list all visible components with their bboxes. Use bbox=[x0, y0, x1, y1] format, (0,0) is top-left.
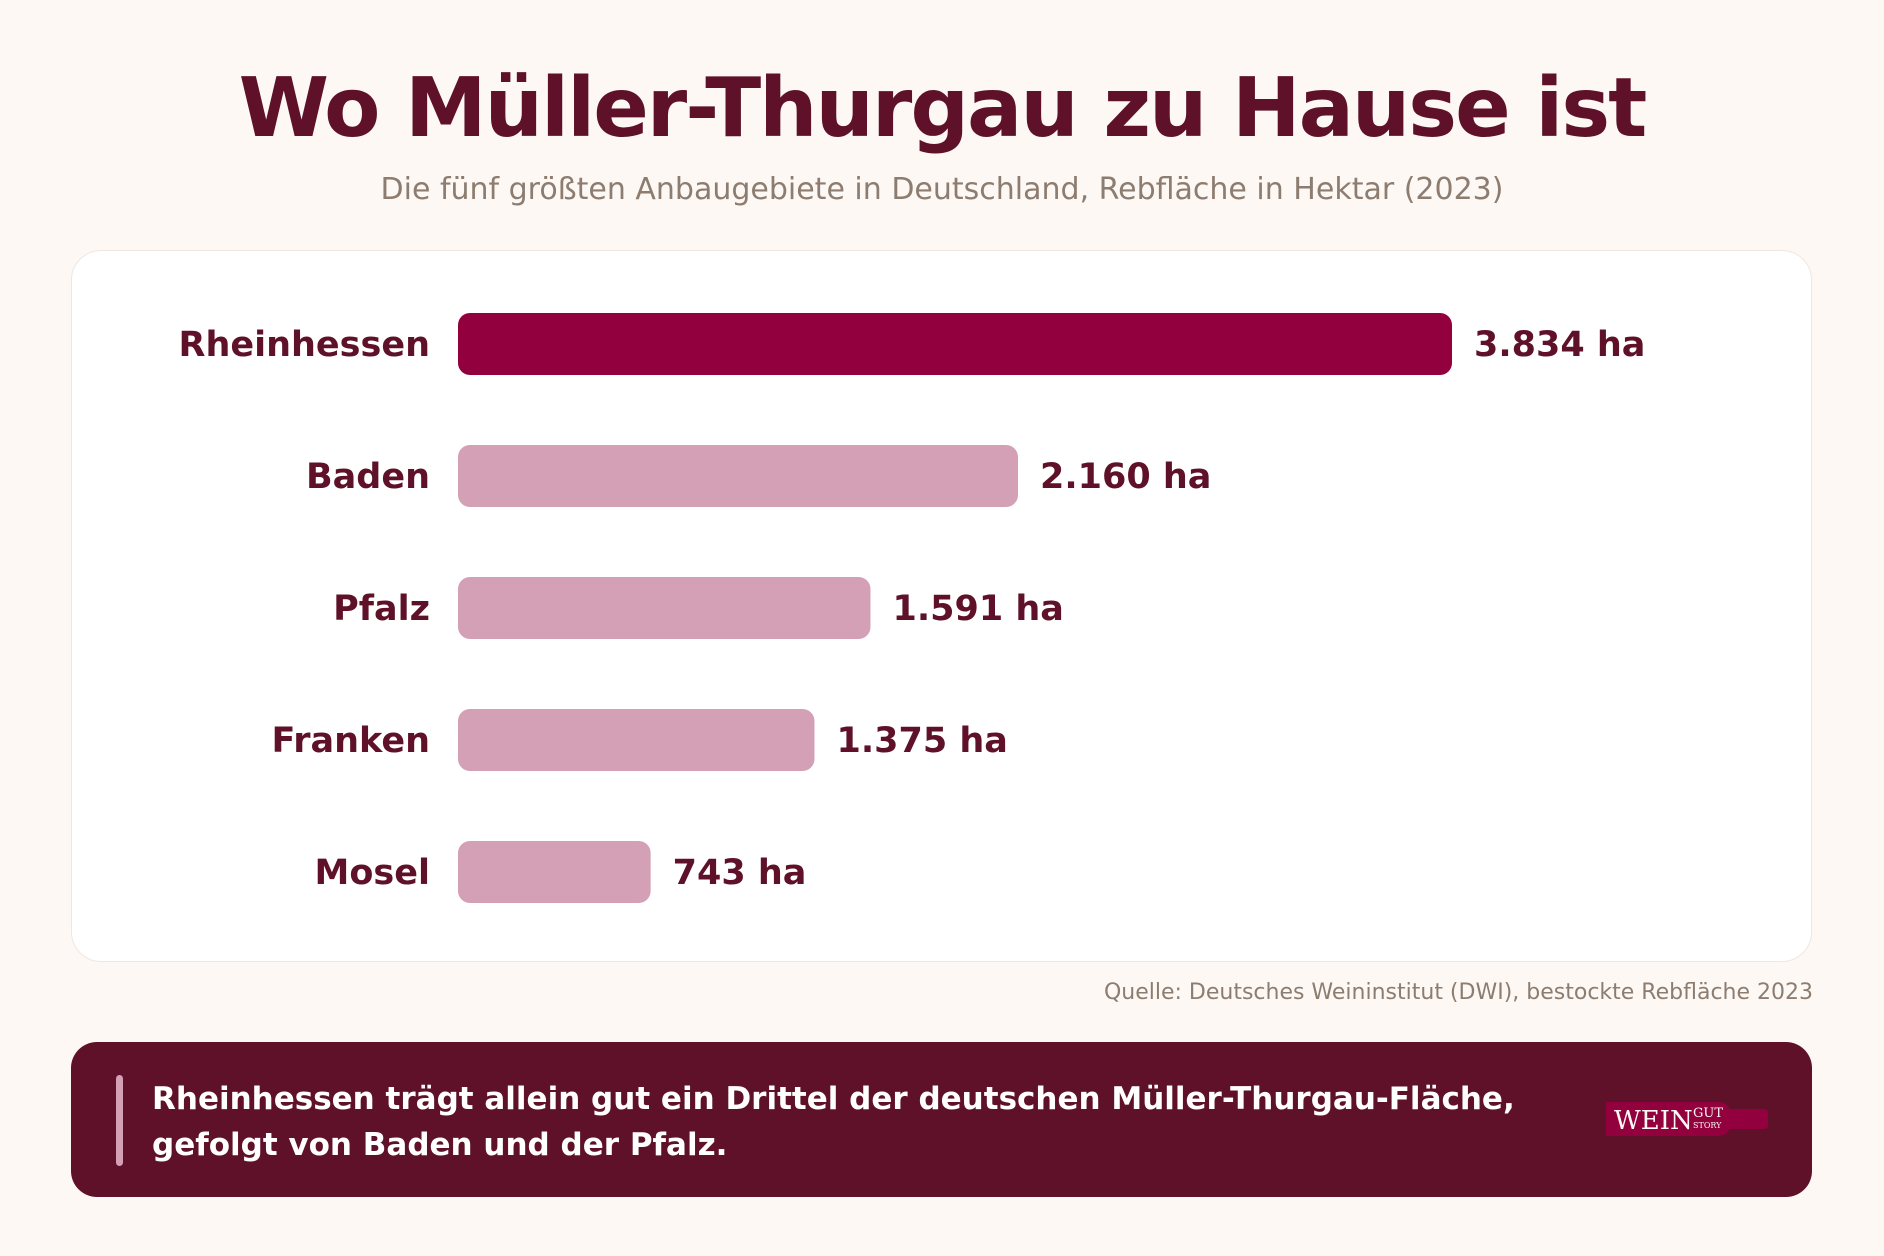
bar-pfalz bbox=[458, 577, 871, 639]
bar-baden bbox=[458, 445, 1018, 507]
value-label-mosel: 743 ha bbox=[673, 853, 807, 893]
logo-gut-text: GUT bbox=[1693, 1106, 1723, 1121]
source-note: Quelle: Deutsches Weininstitut (DWI), be… bbox=[1103, 980, 1813, 1005]
banner-text: Rheinhessen trägt allein gut ein Drittel… bbox=[152, 1081, 1515, 1163]
bar-mosel bbox=[458, 841, 651, 903]
value-label-pfalz: 1.591 ha bbox=[892, 589, 1063, 629]
chart-subtitle: Die fünf größten Anbaugebiete in Deutsch… bbox=[380, 172, 1504, 207]
category-label-mosel: Mosel bbox=[315, 853, 430, 893]
value-label-franken: 1.375 ha bbox=[836, 721, 1007, 761]
bar-chart: Rheinhessen 3.834 ha Baden 2.160 ha Pfalz 1.5… bbox=[179, 313, 1645, 903]
value-label-baden: 2.160 ha bbox=[1040, 457, 1211, 497]
insight-banner: Rheinhessen trägt allein gut ein Drittel… bbox=[71, 1042, 1812, 1197]
category-label-rheinhessen: Rheinhessen bbox=[179, 325, 431, 365]
logo-wein-text: WEIN bbox=[1614, 1106, 1693, 1136]
bar-rheinhessen bbox=[458, 313, 1452, 375]
category-label-franken: Franken bbox=[272, 721, 430, 761]
banner-accent-bar bbox=[116, 1075, 123, 1166]
bar-franken bbox=[458, 709, 815, 771]
weingut-story-logo: WEIN GUT STORY bbox=[1606, 1102, 1768, 1136]
chart-card: Rheinhessen 3.834 ha Baden 2.160 ha Pfalz 1.5… bbox=[71, 250, 1812, 962]
category-label-pfalz: Pfalz bbox=[333, 589, 430, 629]
logo-story-text: STORY bbox=[1693, 1121, 1722, 1130]
chart-title: Wo Müller-Thurgau zu Hause ist bbox=[238, 61, 1648, 156]
value-label-rheinhessen: 3.834 ha bbox=[1474, 325, 1645, 365]
category-label-baden: Baden bbox=[306, 457, 430, 497]
